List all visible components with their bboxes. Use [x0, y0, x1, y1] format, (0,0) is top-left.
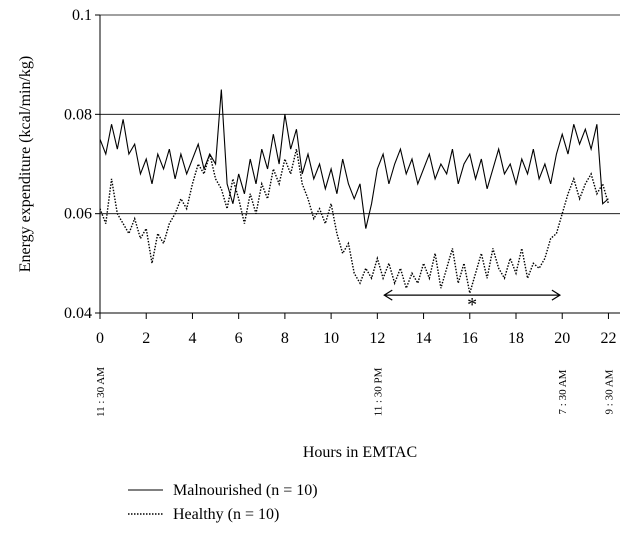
time-annotation: 11 : 30 AM: [95, 367, 107, 417]
x-tick-label: 22: [600, 330, 616, 347]
time-annotation: 7 : 30 AM: [557, 369, 569, 414]
series-line: [99, 89, 609, 229]
legend-label: Malnourished (n = 10): [173, 482, 318, 499]
series-line: [99, 148, 610, 294]
bracket-arrow: [383, 289, 562, 301]
x-tick-label: 0: [96, 330, 104, 347]
x-tick-label: 8: [281, 330, 289, 347]
x-tick-label: 14: [416, 330, 432, 347]
time-annotation: 9 : 30 AM: [603, 369, 615, 414]
x-tick-label: 4: [188, 330, 196, 347]
x-tick-label: 2: [142, 330, 150, 347]
y-tick-label: 0.04: [64, 305, 92, 322]
significance-mark: *: [467, 294, 477, 316]
y-tick-label: 0.06: [64, 206, 92, 223]
x-tick-label: 18: [508, 330, 524, 347]
y-axis-label: Energy expenditure (kcal/min/kg): [17, 56, 34, 273]
x-tick-label: 20: [554, 330, 570, 347]
x-tick-label: 10: [323, 330, 339, 347]
y-tick-label: 0.08: [64, 106, 92, 123]
legend-label: Healthy (n = 10): [173, 506, 279, 523]
x-axis-label: Hours in EMTAC: [303, 444, 417, 461]
x-tick-label: 6: [235, 330, 243, 347]
x-tick-label: 12: [369, 330, 385, 347]
x-tick-label: 16: [462, 330, 478, 347]
time-annotation: 11 : 30 PM: [372, 367, 384, 416]
y-tick-label: 0.1: [72, 7, 92, 24]
